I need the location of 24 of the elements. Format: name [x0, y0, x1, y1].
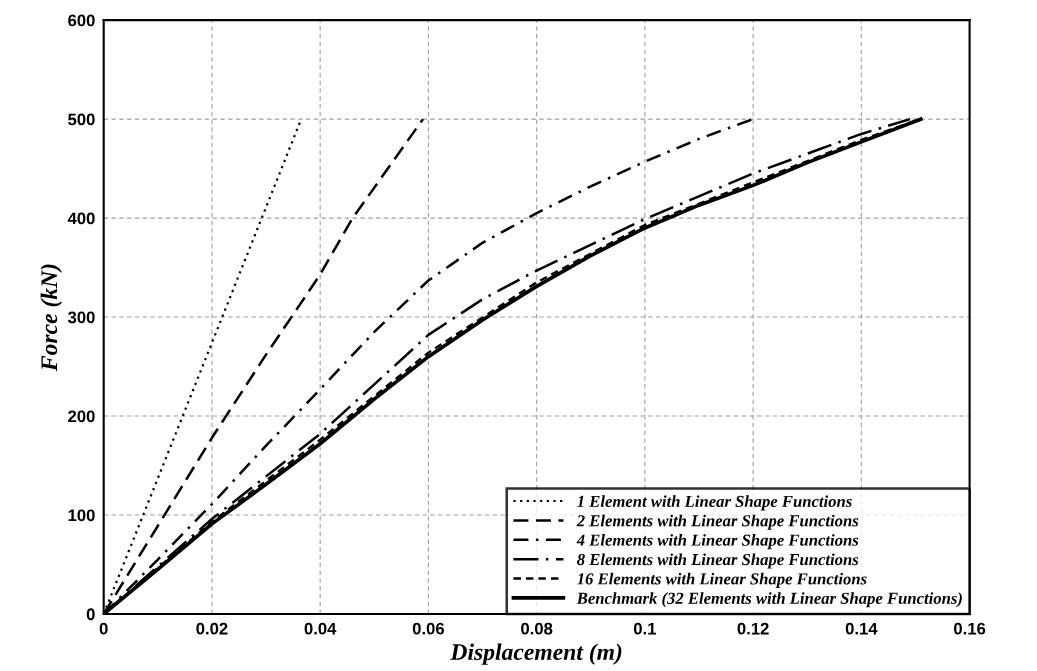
- y-tick-label: 200: [68, 410, 95, 423]
- x-tick-label: 0: [99, 622, 108, 635]
- x-tick-label: 0.08: [521, 622, 553, 635]
- x-tick-label: 0.06: [412, 622, 445, 635]
- x-tick-label: 0.12: [737, 622, 769, 635]
- x-tick-label: 0.14: [845, 622, 878, 635]
- y-tick-label: 0: [86, 608, 95, 621]
- x-axis-title: Displacement (m): [450, 643, 622, 665]
- legend-label: 2 Elements with Linear Shape Functions: [576, 514, 859, 530]
- legend-label: 16 Elements with Linear Shape Functions: [577, 572, 867, 588]
- legend-label: Benchmark (32 Elements with Linear Shape Functions): [576, 592, 962, 608]
- x-tick-label: 0.02: [196, 622, 228, 635]
- x-tick-label: 0.1: [633, 622, 657, 635]
- y-tick-label: 300: [67, 311, 95, 324]
- legend-label: 4 Elements with Linear Shape Functions: [576, 534, 859, 550]
- y-tick-label: 500: [68, 113, 95, 126]
- x-tick-label: 0.04: [304, 622, 337, 635]
- y-tick-label: 600: [68, 14, 95, 27]
- y-tick-label: 400: [67, 212, 95, 225]
- legend-label: 8 Elements with Linear Shape Functions: [577, 553, 859, 569]
- y-axis-title: Force (kN): [40, 264, 63, 372]
- x-tick-label: 0.16: [954, 622, 986, 635]
- y-tick-label: 100: [68, 509, 95, 522]
- legend-label: 1 Element with Linear Shape Functions: [577, 495, 852, 511]
